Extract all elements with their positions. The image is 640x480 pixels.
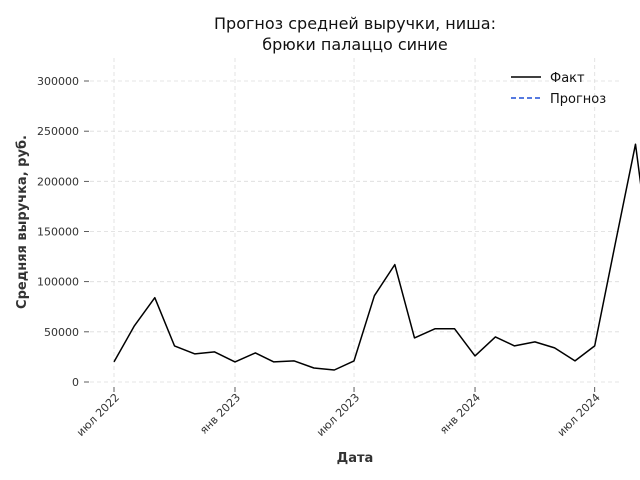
- y-tick-label: 0: [72, 376, 79, 389]
- chart-title-line2: брюки палаццо синие: [262, 35, 448, 54]
- y-tick-label: 150000: [37, 226, 79, 239]
- y-tick-label: 50000: [44, 326, 79, 339]
- series-lines: [113, 143, 640, 371]
- y-tick-label: 300000: [37, 75, 79, 88]
- grid: [90, 58, 620, 383]
- legend-label-forecast: Прогноз: [550, 92, 606, 107]
- legend-label-fact: Факт: [550, 71, 585, 86]
- y-axis-label: Средняя выручка, руб.: [15, 135, 30, 309]
- x-tick-label: янв 2024: [437, 391, 483, 437]
- y-tick-label: 100000: [37, 276, 79, 289]
- y-tick-label: 250000: [37, 125, 79, 138]
- x-tick-label: июл 2022: [74, 391, 122, 439]
- axes: 0 50000 100000 150000 200000 250000 300000 июл …: [37, 75, 603, 439]
- x-tick-label: июл 2024: [555, 391, 603, 439]
- chart-title-line1: Прогноз средней выручки, ниша:: [214, 14, 496, 33]
- legend: Факт Прогноз: [511, 71, 606, 107]
- y-tick-label: 200000: [37, 175, 79, 188]
- x-tick-label: янв 2023: [197, 391, 243, 437]
- x-tick-label: июл 2023: [314, 391, 362, 439]
- series-line-fact: [113, 143, 640, 371]
- x-axis-label: Дата: [337, 451, 374, 466]
